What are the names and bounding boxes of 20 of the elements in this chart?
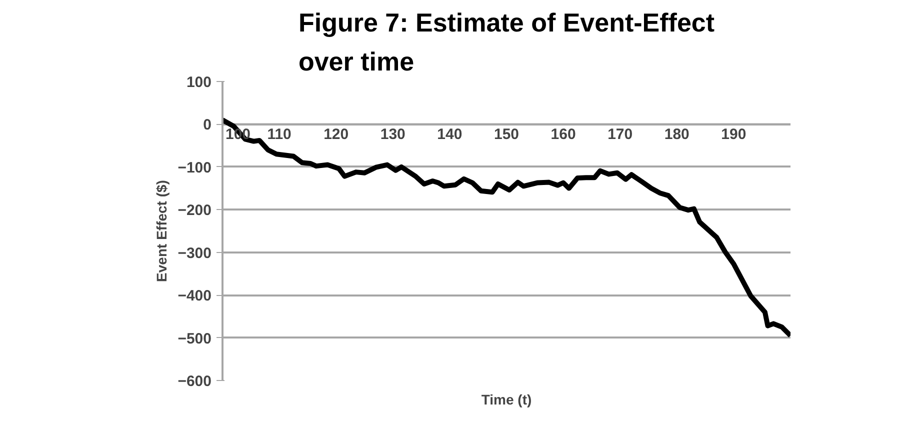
x-tick-label: 110 (267, 126, 292, 144)
y-tick-label: 100 (186, 74, 212, 91)
y-tick-label: −400 (178, 288, 212, 305)
y-tick-label: 0 (203, 116, 212, 134)
chart-title: Figure 7: Estimate of Event-Effect over time (298, 8, 715, 76)
x-tick-label: 160 (550, 126, 576, 144)
y-tick-label: −500 (178, 330, 212, 348)
y-tick-label: −200 (178, 202, 212, 220)
x-tick-label: 140 (437, 126, 462, 144)
x-tick-label: 180 (664, 126, 690, 144)
y-axis-title: Event Effect ($) (154, 180, 170, 282)
y-tick-label: −300 (178, 244, 212, 262)
x-tick-label: 170 (608, 126, 633, 144)
x-tick-label: 150 (494, 126, 520, 144)
x-tick-label: 120 (324, 126, 349, 144)
x-tick-label: 190 (721, 126, 746, 144)
y-tick-label: −100 (178, 159, 212, 176)
x-tick-label: 130 (380, 126, 406, 144)
y-tick-label: −600 (178, 373, 212, 390)
x-axis-title: Time (t) (481, 392, 532, 408)
